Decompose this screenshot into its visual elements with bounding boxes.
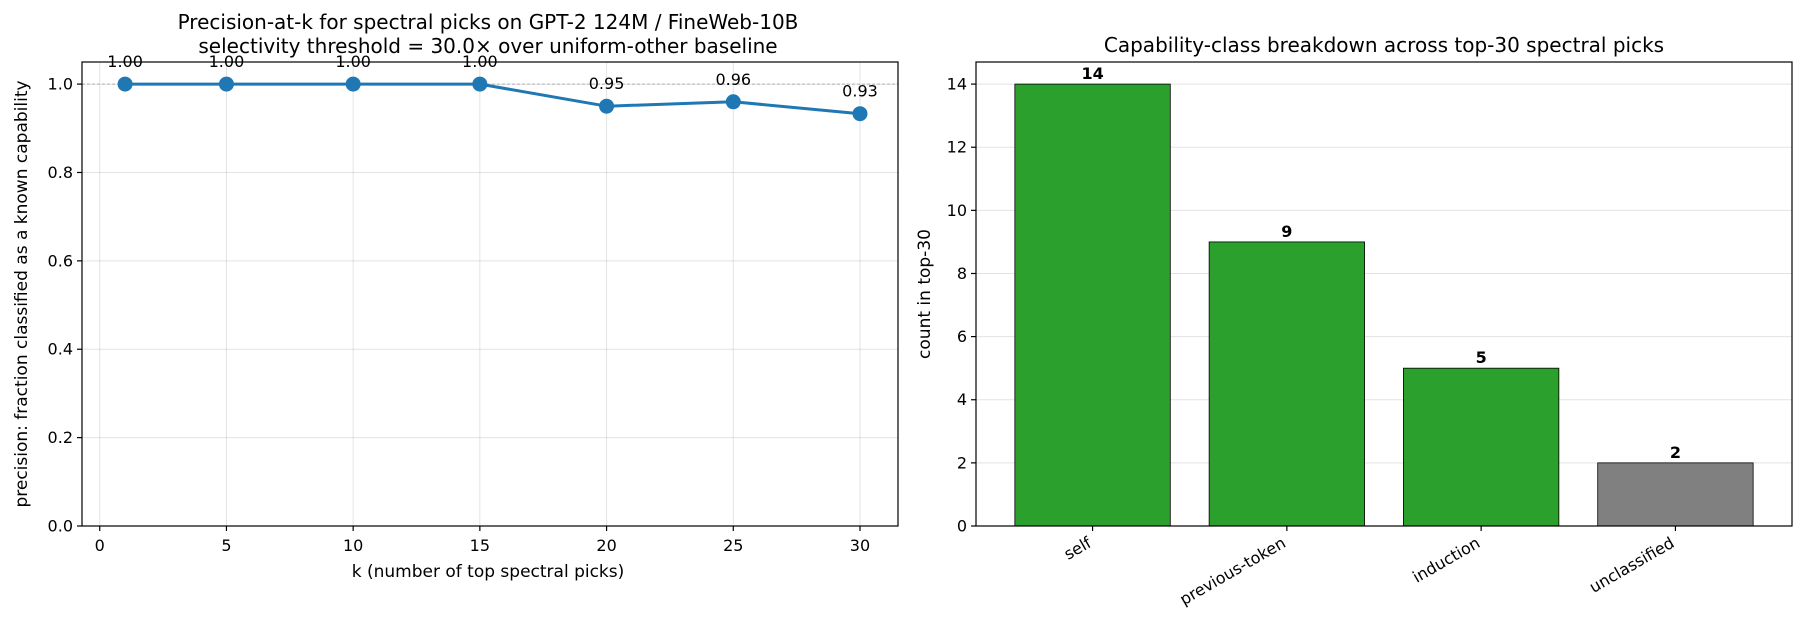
x-tick-label: 0 — [95, 536, 105, 555]
precision-at-k-chart: Precision-at-k for spectral picks on GPT… — [12, 10, 899, 582]
series-points — [117, 76, 868, 122]
x-tick-label: unclassified — [1586, 533, 1677, 597]
grid — [82, 62, 898, 527]
x-axis-ticks: 0 5 10 15 20 25 30 — [95, 526, 870, 555]
data-label: 0.93 — [842, 82, 878, 101]
data-point — [345, 76, 361, 92]
data-point — [725, 94, 741, 110]
y-tick-label: 4 — [957, 390, 967, 409]
y-axis-label: precision: fraction classified as a know… — [12, 80, 32, 507]
y-tick-label: 0.0 — [48, 517, 73, 536]
data-point — [472, 76, 488, 92]
x-axis-ticks: self previous-token induction unclassified — [1061, 526, 1677, 609]
bar-value-label: 5 — [1476, 348, 1487, 367]
chart-subtitle: selectivity threshold = 30.0× over unifo… — [198, 34, 777, 58]
y-tick-label: 10 — [947, 201, 967, 220]
y-axis-ticks: 0.0 0.2 0.4 0.6 0.8 1.0 — [48, 75, 82, 536]
x-tick-label: self — [1061, 533, 1095, 564]
chart-title: Precision-at-k for spectral picks on GPT… — [178, 10, 799, 34]
point-labels: 1.00 1.00 1.00 1.000.95 0.960.93 — [107, 52, 878, 101]
bar-value-label: 2 — [1670, 443, 1681, 462]
bar — [1014, 83, 1171, 527]
data-label: 0.95 — [589, 74, 625, 93]
y-tick-label: 0.6 — [48, 251, 73, 270]
y-tick-label: 0 — [957, 517, 967, 536]
bar — [1208, 241, 1365, 527]
y-tick-label: 0.2 — [48, 428, 73, 447]
x-tick-label: previous-token — [1176, 533, 1288, 609]
y-axis-ticks: 0 2 4 6 8 10 12 14 — [947, 75, 976, 536]
y-tick-label: 12 — [947, 138, 967, 157]
x-tick-label: 10 — [343, 536, 363, 555]
data-label: 0.96 — [715, 70, 751, 89]
bar-value-label: 9 — [1281, 222, 1292, 241]
y-tick-label: 6 — [957, 327, 967, 346]
chart-title: Capability-class breakdown across top-30… — [1104, 33, 1664, 57]
bars — [1014, 83, 1754, 527]
bar-value-labels: 14 9 5 2 — [1081, 64, 1681, 462]
y-tick-label: 8 — [957, 264, 967, 283]
y-tick-label: 0.4 — [48, 340, 73, 359]
x-axis-label: k (number of top spectral picks) — [352, 562, 625, 582]
y-axis-label: count in top-30 — [915, 229, 935, 359]
axes-frame — [975, 61, 1793, 527]
y-tick-label: 1.0 — [48, 75, 73, 94]
data-point — [852, 106, 868, 122]
bar-value-label: 14 — [1081, 64, 1103, 83]
bar — [1403, 367, 1560, 527]
data-point — [117, 76, 133, 92]
y-tick-label: 14 — [947, 75, 967, 94]
x-tick-label: 25 — [723, 536, 743, 555]
x-tick-label: 30 — [850, 536, 870, 555]
x-tick-label: 20 — [596, 536, 616, 555]
y-tick-label: 2 — [957, 453, 967, 472]
y-tick-label: 0.8 — [48, 163, 73, 182]
data-point — [218, 76, 234, 92]
axes-frame — [81, 61, 899, 527]
bar — [1597, 462, 1754, 527]
capability-breakdown-chart: Capability-class breakdown across top-30… — [915, 33, 1793, 609]
data-point — [599, 98, 615, 114]
x-tick-label: 5 — [221, 536, 231, 555]
x-tick-label: 15 — [470, 536, 490, 555]
x-tick-label: induction — [1409, 533, 1483, 587]
